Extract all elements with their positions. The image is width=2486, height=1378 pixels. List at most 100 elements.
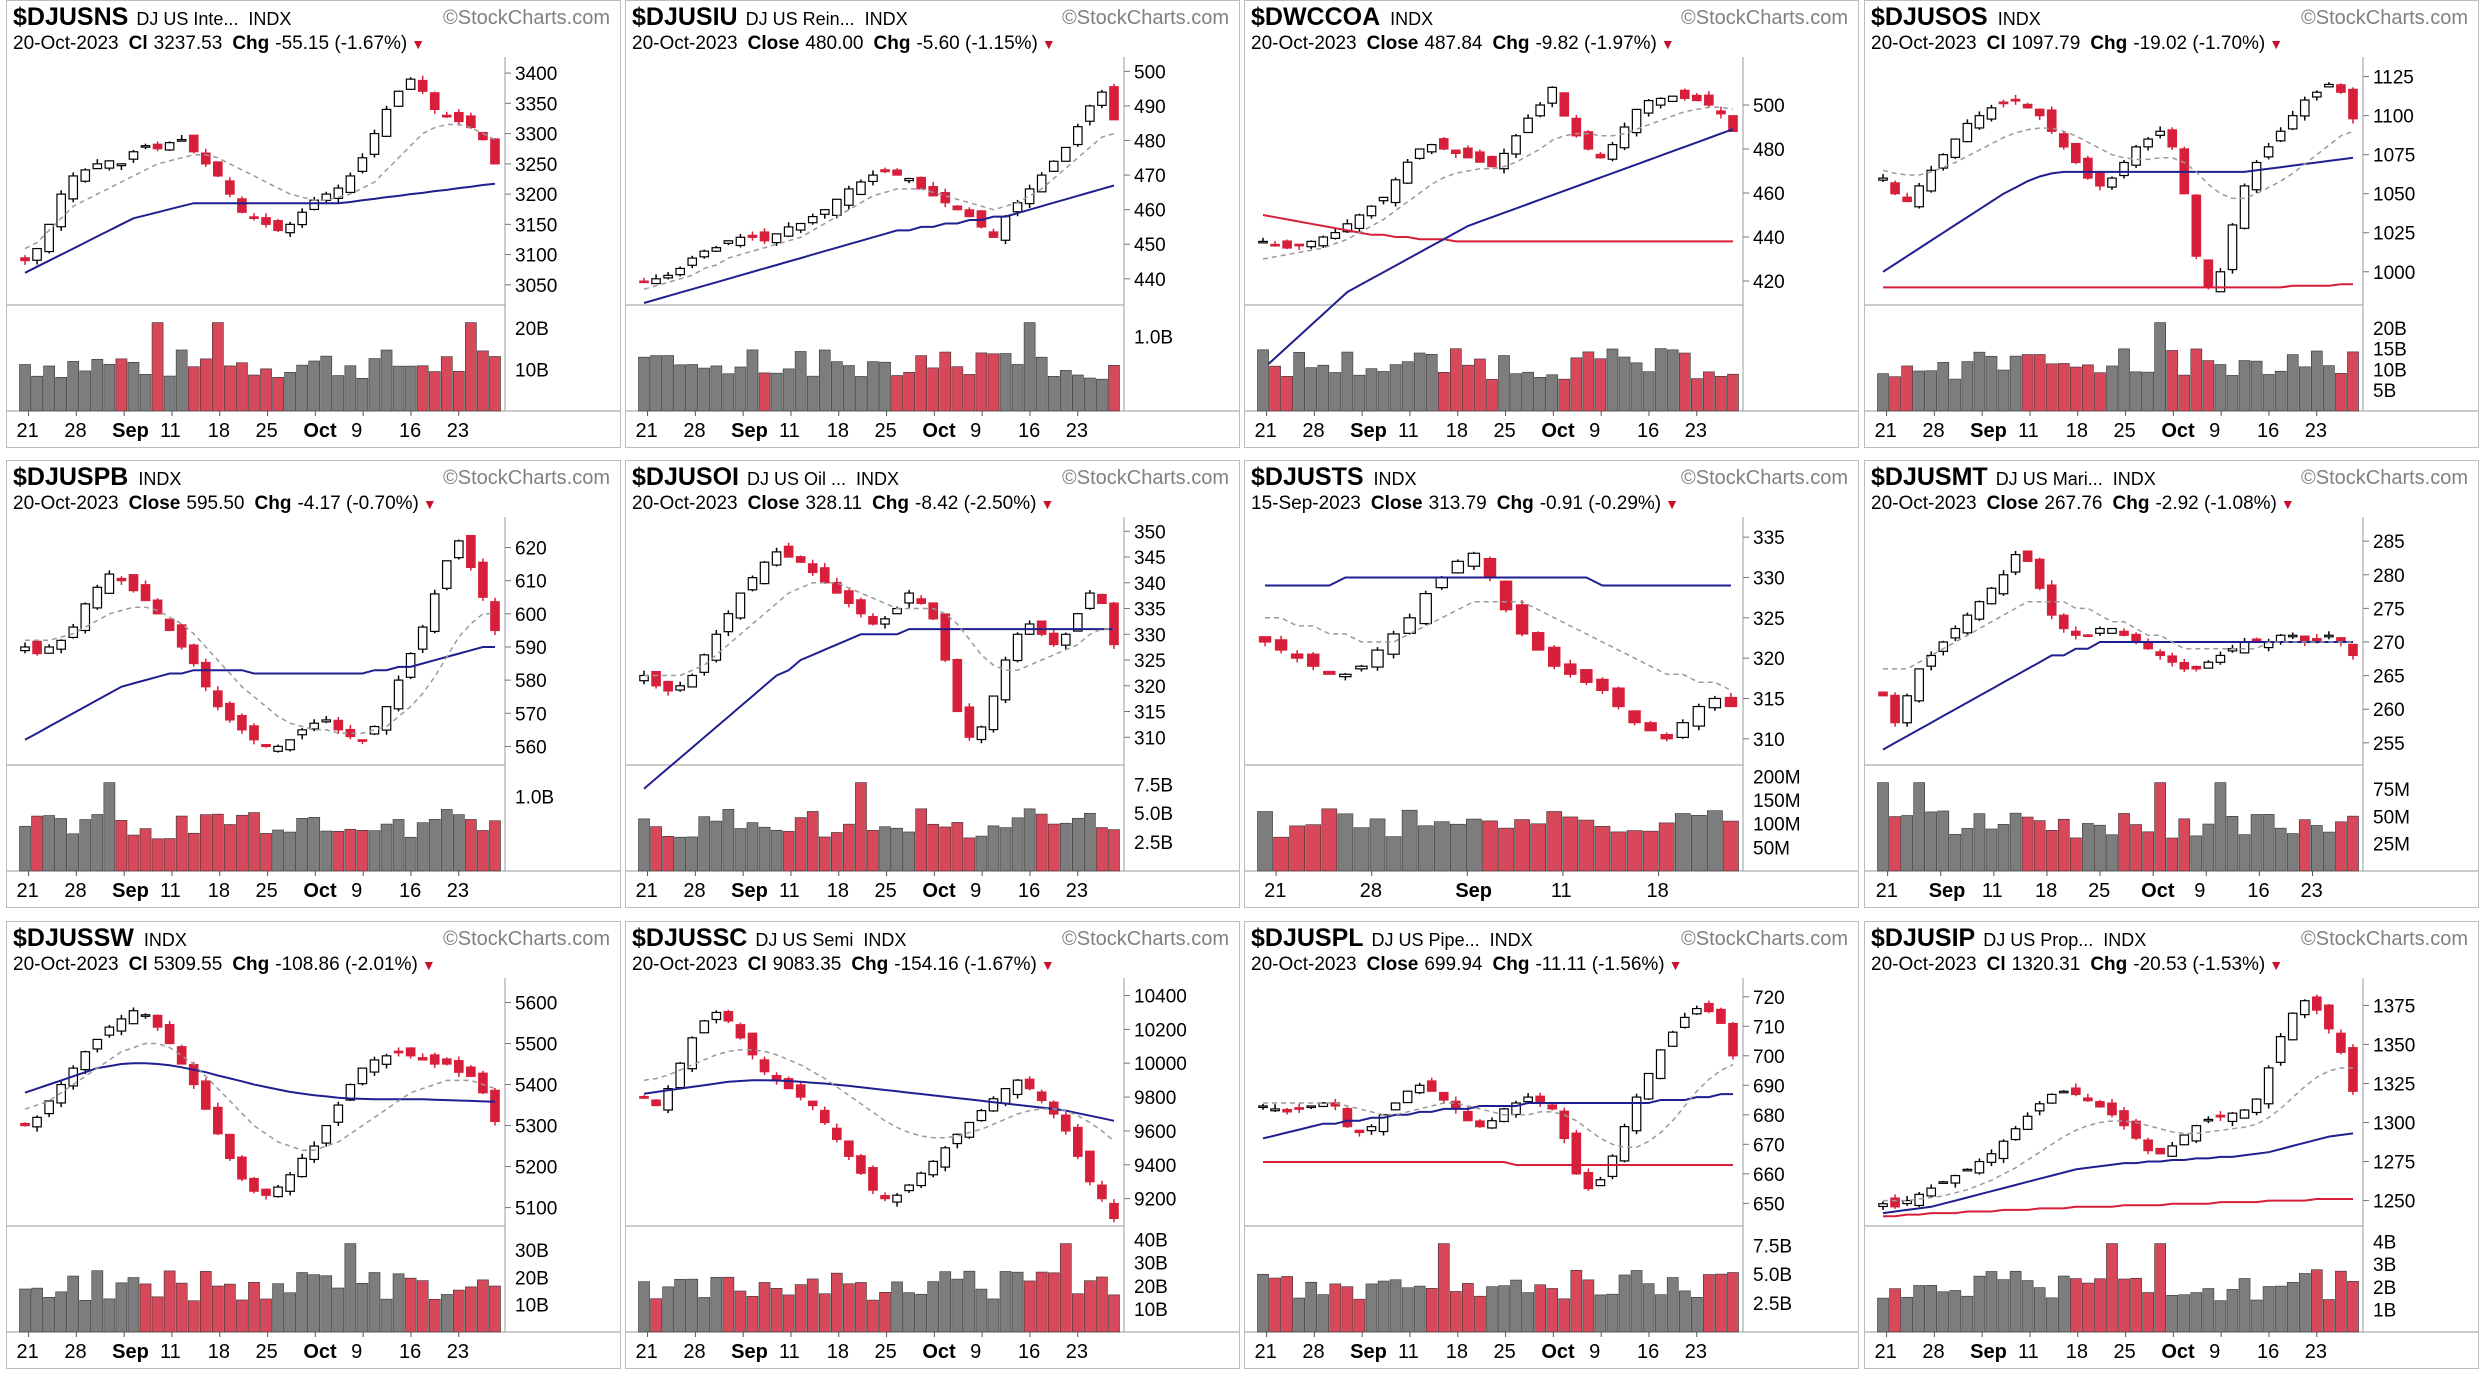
x-tick-label: 11 <box>1982 880 2003 902</box>
volume-bar <box>284 1292 296 1333</box>
candle-down <box>892 169 902 176</box>
chart-symbol: $DJUSMT <box>1871 463 1988 491</box>
x-tick-label: 16 <box>2247 880 2269 902</box>
volume-bar <box>489 1285 501 1333</box>
volume-bar <box>1678 1290 1691 1333</box>
price-tick-label: 270 <box>2373 633 2405 654</box>
volume-bar <box>1594 826 1611 872</box>
volume-bar <box>2118 813 2130 872</box>
chart-symbol: $DJUSTS <box>1251 463 1364 491</box>
volume-bar <box>380 349 393 412</box>
volume-bar <box>2335 373 2347 412</box>
candle-down <box>249 216 259 219</box>
volume-bar <box>794 1284 807 1333</box>
candle-down <box>1270 243 1280 247</box>
candle-up <box>675 267 685 276</box>
volume-bar <box>1973 1275 1986 1333</box>
volume-bar <box>999 353 1012 412</box>
close-label: Close <box>747 33 800 54</box>
ma-mid-line <box>1882 641 2353 751</box>
volume-bar <box>1666 349 1679 412</box>
candle-down <box>880 169 890 173</box>
candle-up <box>2119 161 2129 177</box>
candle-up <box>429 593 440 633</box>
volume-bar <box>686 836 699 872</box>
volume-bar <box>1474 358 1486 412</box>
volume-bar <box>1047 1272 1060 1333</box>
volume-bar <box>1570 1269 1583 1333</box>
candle-up <box>1950 138 1961 158</box>
candle-down <box>1890 182 1900 195</box>
close-label: Close <box>1370 493 1423 514</box>
volume-tick-label: 30B <box>1134 1254 1168 1275</box>
ma-fast-line <box>1265 600 1732 692</box>
price-tick-label: 610 <box>515 572 547 593</box>
price-tick-label: 600 <box>515 605 547 626</box>
x-tick-label: 11 <box>779 880 800 902</box>
volume-bar <box>1707 810 1723 872</box>
change-value: -11.11 (-1.56%) <box>1535 954 1665 975</box>
x-tick-label: 28 <box>683 1341 705 1363</box>
volume-bar <box>758 1282 771 1333</box>
x-tick-label: 23 <box>1066 420 1088 442</box>
volume-bar <box>452 814 465 872</box>
candle-down <box>1660 733 1673 740</box>
x-tick-label: 21 <box>17 880 39 902</box>
candle-up <box>687 674 698 688</box>
candle-up <box>1403 617 1416 634</box>
volume-bar <box>1997 824 2010 872</box>
copyright-icon: © <box>1061 7 1077 29</box>
x-tick-label: 28 <box>1922 420 1944 442</box>
candle-down <box>2336 84 2346 93</box>
volume-bar <box>2250 360 2263 412</box>
candle-up <box>1366 205 1377 217</box>
candle-up <box>1950 1175 1961 1184</box>
x-tick-label: 28 <box>683 420 705 442</box>
volume-bar <box>380 1298 393 1333</box>
candle-up <box>321 719 332 723</box>
candle-down <box>1294 243 1304 247</box>
volume-bar <box>19 364 31 412</box>
volume-bar <box>163 1270 176 1333</box>
candle-up <box>1962 1168 1973 1172</box>
volume-bar <box>722 1276 735 1333</box>
candle-down <box>1583 131 1594 150</box>
candle-up <box>1499 152 1509 170</box>
chart-quote: 20-Oct-2023 Cl 5309.55 Chg -108.86 (-2.01%) ▼ <box>13 954 436 976</box>
candle-up <box>32 1116 42 1128</box>
x-tick-label: 9 <box>351 880 362 902</box>
volume-bar <box>1973 813 1986 872</box>
close-value: 313.79 <box>1428 493 1487 514</box>
volume-bar <box>55 377 68 412</box>
candle-down <box>2046 584 2057 616</box>
volume-bar <box>1558 1298 1571 1333</box>
candle-down <box>2034 108 2045 117</box>
candle-up <box>285 223 295 234</box>
volume-bar <box>806 1278 819 1333</box>
ma-mid-line <box>643 628 1114 790</box>
candle-down <box>2022 103 2033 109</box>
chart-panel: $DJUSOS INDX ©StockCharts.com 20-Oct-2023 Cl… <box>1864 0 2479 448</box>
volume-bar <box>903 1292 915 1333</box>
x-tick-label: Sep <box>112 880 149 902</box>
candle-up <box>2263 146 2274 158</box>
close-label: Cl <box>1986 33 2006 54</box>
price-tick-label: 580 <box>515 671 547 692</box>
price-tick-label: 335 <box>1753 528 1785 549</box>
volume-bar <box>1594 358 1607 412</box>
candle-down <box>1559 1110 1570 1140</box>
candle-up <box>1926 1187 1937 1197</box>
dropdown-arrow-icon: ▼ <box>421 957 436 973</box>
volume-tick-label: 15B <box>2373 340 2407 361</box>
price-tick-label: 460 <box>1753 184 1785 205</box>
volume-bar <box>734 366 747 412</box>
candle-down <box>916 598 926 604</box>
close-label: Close <box>747 493 800 514</box>
x-tick-label: 18 <box>1446 1341 1468 1363</box>
candle-down <box>1547 1104 1558 1110</box>
volume-bar <box>1341 1286 1354 1333</box>
x-tick-label: 25 <box>875 420 897 442</box>
volume-bar <box>734 1290 747 1333</box>
volume-bar <box>1257 349 1269 412</box>
volume-tick-label: 7.5B <box>1134 775 1173 796</box>
